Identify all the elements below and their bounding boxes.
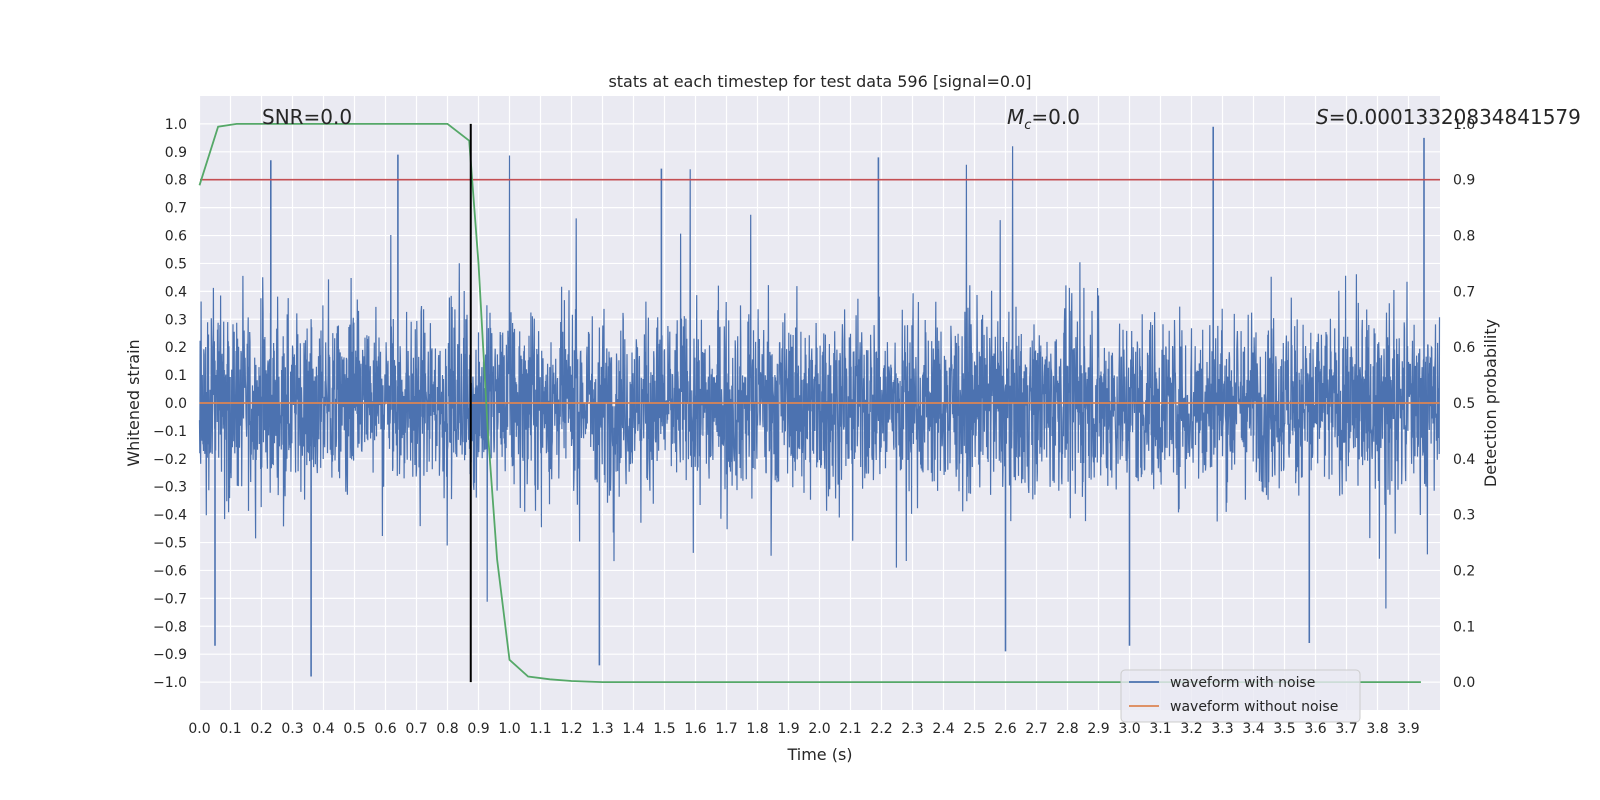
x-tick-label: 2.4 bbox=[932, 721, 954, 737]
y-right-tick-label: 0.0 bbox=[1453, 675, 1475, 691]
snr-annotation: SNR=0.0 bbox=[262, 105, 352, 129]
y-right-tick-label: 0.7 bbox=[1453, 284, 1475, 300]
x-tick-label: 0.8 bbox=[436, 721, 458, 737]
y-right-tick-label: 0.3 bbox=[1453, 508, 1475, 524]
y-axis-left: 1.0 0.9 0.8 0.7 0.6 0.5 0.4 0.3 0.2 0.1 0.0 −0.1 −0.… bbox=[153, 117, 187, 691]
y-left-tick-label: 0.0 bbox=[165, 396, 187, 412]
x-tick-label: 1.2 bbox=[560, 721, 582, 737]
x-tick-label: 3.5 bbox=[1273, 721, 1295, 737]
y-left-tick-label: −0.9 bbox=[153, 647, 187, 663]
mc-value: =0.0 bbox=[1031, 105, 1080, 129]
y-right-tick-label: 1.0 bbox=[1453, 117, 1475, 133]
y-left-tick-label: −0.7 bbox=[153, 591, 187, 607]
x-tick-label: 0.5 bbox=[343, 721, 365, 737]
x-tick-label: 0.2 bbox=[250, 721, 272, 737]
x-tick-label: 2.5 bbox=[963, 721, 985, 737]
x-tick-label: 1.9 bbox=[777, 721, 799, 737]
x-tick-label: 0.4 bbox=[312, 721, 334, 737]
series-waveform-with-noise bbox=[198, 146, 1441, 609]
y-right-tick-label: 0.2 bbox=[1453, 563, 1475, 579]
y-left-tick-label: 0.4 bbox=[165, 284, 187, 300]
y-left-tick-label: 0.3 bbox=[165, 312, 187, 328]
y-left-tick-label: 1.0 bbox=[165, 117, 187, 133]
y-left-tick-label: −0.1 bbox=[153, 424, 187, 440]
y-axis-right-label: Detection probability bbox=[1481, 319, 1500, 487]
x-tick-label: 3.9 bbox=[1397, 721, 1419, 737]
legend-label-noise: waveform with noise bbox=[1170, 675, 1315, 691]
y-left-tick-label: −0.5 bbox=[153, 536, 187, 552]
x-tick-label: 0.0 bbox=[188, 721, 210, 737]
x-tick-label: 2.9 bbox=[1087, 721, 1109, 737]
x-tick-label: 3.2 bbox=[1180, 721, 1202, 737]
y-left-tick-label: 0.5 bbox=[165, 256, 187, 272]
x-tick-label: 2.6 bbox=[994, 721, 1016, 737]
y-right-tick-label: 0.6 bbox=[1453, 340, 1475, 356]
s-annotation: S=0.00013320834841579 bbox=[1316, 105, 1581, 129]
x-tick-label: 2.2 bbox=[870, 721, 892, 737]
x-axis: 0.0 0.1 0.2 0.3 0.4 0.5 0.6 0.7 0.8 0.9 1.0 1.1 1.2 1… bbox=[188, 721, 1419, 737]
y-left-tick-label: 0.7 bbox=[165, 201, 187, 217]
s-symbol: S bbox=[1316, 105, 1329, 129]
x-tick-label: 3.3 bbox=[1211, 721, 1233, 737]
y-left-tick-label: 0.8 bbox=[165, 173, 187, 189]
x-tick-label: 1.4 bbox=[622, 721, 644, 737]
y-right-tick-label: 0.8 bbox=[1453, 229, 1475, 245]
y-left-tick-label: −0.2 bbox=[153, 452, 187, 468]
chart-title: stats at each timestep for test data 596… bbox=[608, 72, 1031, 91]
x-tick-label: 1.6 bbox=[684, 721, 706, 737]
mc-symbol: M bbox=[1007, 105, 1024, 129]
y-left-tick-label: −1.0 bbox=[153, 675, 187, 691]
legend: waveform with noise waveform without noi… bbox=[1120, 669, 1361, 723]
y-right-tick-label: 0.4 bbox=[1453, 452, 1475, 468]
y-axis-right: 1.0 0.9 0.8 0.7 0.6 0.5 0.4 0.3 0.2 0.1 0.0 bbox=[1453, 117, 1475, 691]
x-tick-label: 1.8 bbox=[746, 721, 768, 737]
mc-subscript: c bbox=[1024, 118, 1031, 133]
y-axis-left-label: Whitened strain bbox=[124, 339, 143, 466]
x-tick-label: 0.3 bbox=[281, 721, 303, 737]
x-tick-label: 2.3 bbox=[901, 721, 923, 737]
s-value: =0.00013320834841579 bbox=[1329, 105, 1581, 129]
x-axis-label: Time (s) bbox=[786, 745, 852, 764]
x-tick-label: 0.1 bbox=[219, 721, 241, 737]
x-tick-label: 1.3 bbox=[591, 721, 613, 737]
x-tick-label: 2.1 bbox=[839, 721, 861, 737]
x-tick-label: 1.5 bbox=[653, 721, 675, 737]
x-tick-label: 0.6 bbox=[374, 721, 396, 737]
y-left-tick-label: −0.8 bbox=[153, 619, 187, 635]
y-left-tick-label: 0.9 bbox=[165, 145, 187, 161]
y-right-tick-label: 0.1 bbox=[1453, 619, 1475, 635]
y-left-tick-label: 0.2 bbox=[165, 340, 187, 356]
mc-annotation: Mc=0.0 bbox=[1007, 105, 1080, 133]
x-tick-label: 2.8 bbox=[1056, 721, 1078, 737]
x-tick-label: 3.8 bbox=[1366, 721, 1388, 737]
x-tick-label: 3.4 bbox=[1242, 721, 1264, 737]
x-tick-label: 1.0 bbox=[498, 721, 520, 737]
x-tick-label: 0.9 bbox=[467, 721, 489, 737]
x-tick-label: 2.7 bbox=[1025, 721, 1047, 737]
x-tick-label: 1.7 bbox=[715, 721, 737, 737]
legend-label-clean: waveform without noise bbox=[1170, 699, 1338, 715]
x-tick-label: 0.7 bbox=[405, 721, 427, 737]
y-left-tick-label: −0.3 bbox=[153, 480, 187, 496]
y-left-tick-label: 0.6 bbox=[165, 229, 187, 245]
x-tick-label: 1.1 bbox=[529, 721, 551, 737]
x-tick-label: 2.0 bbox=[808, 721, 830, 737]
y-left-tick-label: −0.4 bbox=[153, 508, 187, 524]
legend-box bbox=[1120, 669, 1361, 723]
y-right-tick-label: 0.9 bbox=[1453, 173, 1475, 189]
y-left-tick-label: 0.1 bbox=[165, 368, 187, 384]
y-left-tick-label: −0.6 bbox=[153, 563, 187, 579]
series-layer bbox=[198, 123, 1441, 683]
x-tick-label: 3.6 bbox=[1304, 721, 1326, 737]
series-detection-probability bbox=[198, 123, 1421, 683]
x-tick-label: 3.0 bbox=[1118, 721, 1140, 737]
y-right-tick-label: 0.5 bbox=[1453, 396, 1475, 412]
x-tick-label: 3.1 bbox=[1149, 721, 1171, 737]
x-tick-label: 3.7 bbox=[1335, 721, 1357, 737]
